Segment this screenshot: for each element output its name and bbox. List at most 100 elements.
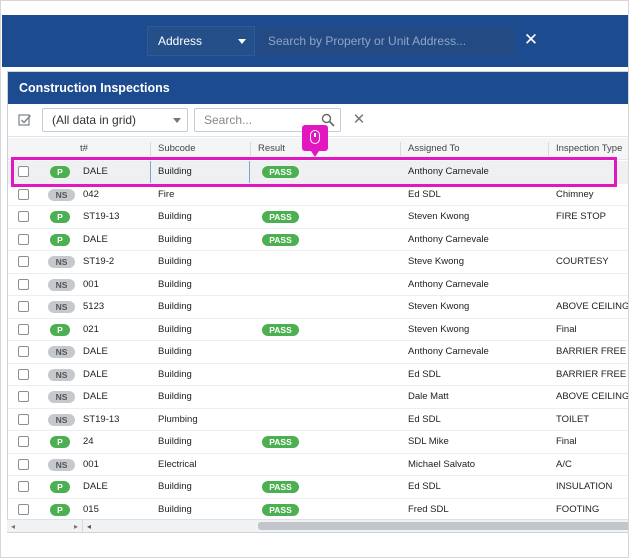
panel-title: Construction Inspections xyxy=(8,72,628,104)
inspection-type-cell: INSULATION xyxy=(556,481,613,492)
table-row[interactable]: P ST19-13 Building PASS Steven Kwong FIRE STO… xyxy=(8,206,628,229)
permit-cell: 021 xyxy=(83,323,99,335)
row-checkbox[interactable] xyxy=(18,166,29,177)
address-search-input[interactable]: Search by Property or Unit Address... xyxy=(258,26,515,56)
result-badge: PASS xyxy=(262,323,299,336)
status-badge: P xyxy=(50,503,70,516)
row-checkbox[interactable] xyxy=(18,323,29,335)
subcode-cell: Building xyxy=(158,256,192,267)
row-checkbox[interactable] xyxy=(18,301,29,312)
chevron-down-icon xyxy=(238,39,246,44)
table-row[interactable]: P DALE Building PASS Ed SDL INSULATION xyxy=(8,476,628,499)
click-marker xyxy=(302,125,328,157)
search-icon[interactable] xyxy=(321,113,335,127)
assigned-cell: Anthony Carnevale xyxy=(408,166,489,177)
subcode-cell: Electrical xyxy=(158,458,197,470)
row-checkbox[interactable] xyxy=(18,278,29,290)
table-row[interactable]: NS 001 Electrical Michael Salvato A/C xyxy=(8,454,628,476)
permit-cell: DALE xyxy=(83,346,108,357)
scroll-right-icon[interactable]: ▸ xyxy=(74,522,79,531)
row-checkbox[interactable] xyxy=(18,391,29,402)
row-checkbox[interactable] xyxy=(18,188,29,200)
table-row[interactable]: NS ST19-2 Building Steve Kwong COURTESY xyxy=(8,251,628,274)
inspection-type-cell: Final xyxy=(556,436,577,447)
table-row[interactable]: P DALE Building PASS Anthony Carnevale xyxy=(8,229,628,251)
permit-cell: 5123 xyxy=(83,301,105,312)
col-type-header[interactable]: Inspection Type xyxy=(556,143,623,154)
permit-cell: DALE xyxy=(83,481,108,492)
horizontal-scrollbar[interactable]: ◂ ▸ ◂ xyxy=(7,519,628,533)
row-checkbox[interactable] xyxy=(18,256,29,267)
row-checkbox[interactable] xyxy=(18,413,29,425)
status-badge: NS xyxy=(48,413,75,426)
row-checkbox[interactable] xyxy=(18,368,29,380)
row-checkbox[interactable] xyxy=(18,346,29,357)
row-checkbox[interactable] xyxy=(18,503,29,515)
status-badge: P xyxy=(50,166,70,178)
address-type-select[interactable]: Address xyxy=(147,26,255,56)
assigned-cell: Steven Kwong xyxy=(408,211,470,222)
assigned-cell: Fred SDL xyxy=(408,503,449,515)
col-permit-header[interactable]: t# xyxy=(80,143,88,154)
table-row[interactable]: P 021 Building PASS Steven Kwong Final xyxy=(8,319,628,341)
status-badge: NS xyxy=(48,301,75,313)
permit-cell: ST19-13 xyxy=(83,211,120,222)
subcode-cell: Building xyxy=(158,346,192,357)
permit-cell: 001 xyxy=(83,458,99,470)
col-result-header[interactable]: Result xyxy=(258,143,285,154)
inspection-type-cell: ABOVE CEILING xyxy=(556,391,629,402)
assigned-cell: Michael Salvato xyxy=(408,458,476,470)
address-type-label: Address xyxy=(158,34,203,48)
table-row[interactable]: P 015 Building PASS Fred SDL FOOTING xyxy=(8,499,628,521)
scrollbar-thumb[interactable] xyxy=(258,522,628,530)
mouse-icon xyxy=(310,130,320,144)
row-checkbox[interactable] xyxy=(18,211,29,222)
status-badge: NS xyxy=(48,188,75,201)
row-checkbox[interactable] xyxy=(18,458,29,470)
row-checkbox[interactable] xyxy=(18,233,29,245)
status-badge: NS xyxy=(48,346,75,358)
subcode-cell: Building xyxy=(158,391,192,402)
assigned-cell: Anthony Carnevale xyxy=(408,346,489,357)
col-assigned-header[interactable]: Assigned To xyxy=(408,143,460,154)
result-badge: PASS xyxy=(262,166,299,178)
subcode-cell: Building xyxy=(158,211,192,222)
table-row[interactable]: NS 042 Fire Ed SDL Chimney xyxy=(8,184,628,206)
assigned-cell: Steve Kwong xyxy=(408,256,464,267)
permit-cell: ST19-13 xyxy=(83,413,120,425)
scroll-left-icon[interactable]: ◂ xyxy=(87,522,92,531)
table-row[interactable]: P 24 Building PASS SDL Mike Final xyxy=(8,431,628,454)
status-badge: P xyxy=(50,233,70,246)
row-checkbox[interactable] xyxy=(18,436,29,447)
select-all-check-icon[interactable] xyxy=(18,113,32,127)
status-badge: NS xyxy=(48,458,75,471)
inspection-type-cell: Final xyxy=(556,323,577,335)
status-badge: P xyxy=(50,436,70,448)
table-row[interactable]: NS DALE Building Anthony Carnevale BARRIER F… xyxy=(8,341,628,364)
grid-search-placeholder: Search... xyxy=(204,113,253,127)
inspection-type-cell: FOOTING xyxy=(556,503,600,515)
table-row[interactable]: NS 5123 Building Steven Kwong ABOVE CEILING xyxy=(8,296,628,319)
table-row[interactable]: NS DALE Building Ed SDL BARRIER FREE xyxy=(8,364,628,386)
result-badge: PASS xyxy=(262,436,299,448)
table-row[interactable]: P DALE Building PASS Anthony Carnevale xyxy=(8,161,628,184)
inspection-type-cell: BARRIER FREE xyxy=(556,368,627,380)
status-badge: P xyxy=(50,211,70,223)
status-badge: NS xyxy=(48,368,75,381)
grid-scope-select[interactable]: (All data in grid) xyxy=(42,108,188,132)
assigned-cell: SDL Mike xyxy=(408,436,449,447)
scroll-left-icon[interactable]: ◂ xyxy=(11,522,16,531)
table-row[interactable]: NS 001 Building Anthony Carnevale xyxy=(8,274,628,296)
assigned-cell: Ed SDL xyxy=(408,413,441,425)
col-subcode-header[interactable]: Subcode xyxy=(158,143,196,154)
grid-search-input[interactable]: Search... xyxy=(194,108,341,132)
close-icon[interactable]: ✕ xyxy=(523,30,539,49)
row-checkbox[interactable] xyxy=(18,481,29,492)
table-row[interactable]: NS DALE Building Dale Matt ABOVE CEILING xyxy=(8,386,629,409)
subcode-cell: Building xyxy=(158,301,192,312)
clear-search-icon[interactable]: ✕ xyxy=(352,111,366,128)
table-row[interactable]: NS ST19-13 Plumbing Ed SDL TOILET xyxy=(8,409,628,431)
subcode-cell: Fire xyxy=(158,188,175,200)
grid-toolbar: (All data in grid) Search... ✕ xyxy=(8,104,628,137)
permit-cell: ST19-2 xyxy=(83,256,115,267)
